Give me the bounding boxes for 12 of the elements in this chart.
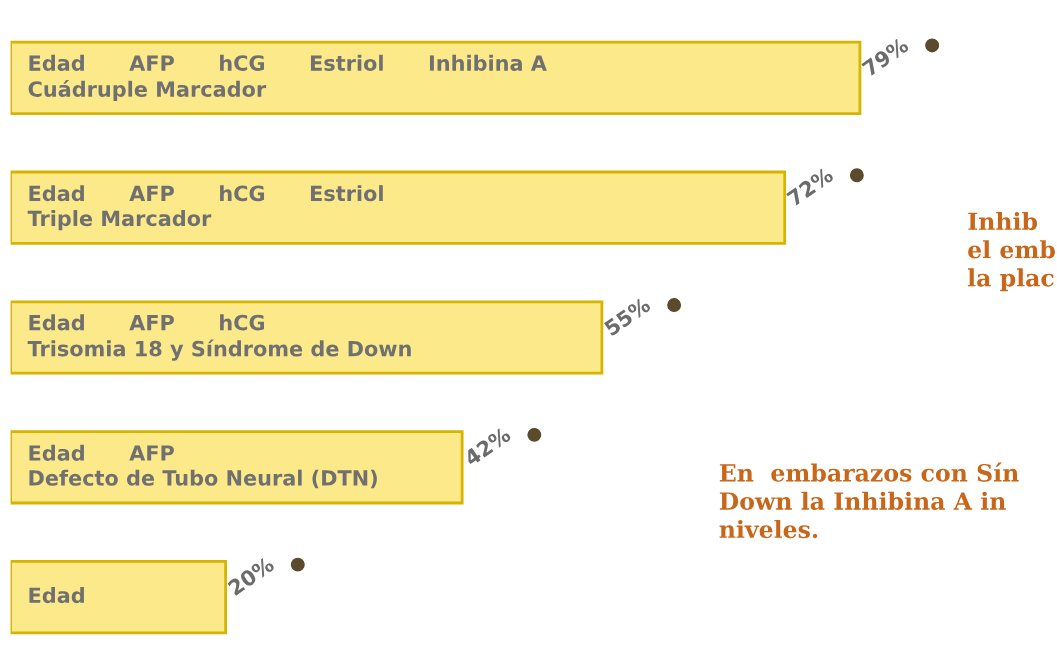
bar bbox=[10, 170, 787, 245]
y-tick-label: Edad AFP Defecto de Tubo Neural (DTN) bbox=[29, 444, 377, 489]
text: Inhib el emb la plac bbox=[967, 211, 1055, 292]
bar bbox=[10, 40, 862, 115]
y-tick-label: Edad bbox=[29, 587, 84, 604]
bar bbox=[10, 430, 464, 505]
y-tick-label: Edad AFP hCG Estriol Inhibina A Cuádruple Marcador bbox=[28, 54, 547, 101]
bar bbox=[10, 300, 604, 375]
y-tick-label: Edad AFP hCG Trisomia 18 y Síndrome de Down bbox=[27, 314, 411, 361]
y-tick-label: Edad AFP hCG Estriol Triple Marcador bbox=[27, 185, 383, 231]
annotation: En embarazos con Sín Down la Inhibina A in niveles. bbox=[719, 462, 1019, 539]
bar bbox=[10, 560, 227, 635]
